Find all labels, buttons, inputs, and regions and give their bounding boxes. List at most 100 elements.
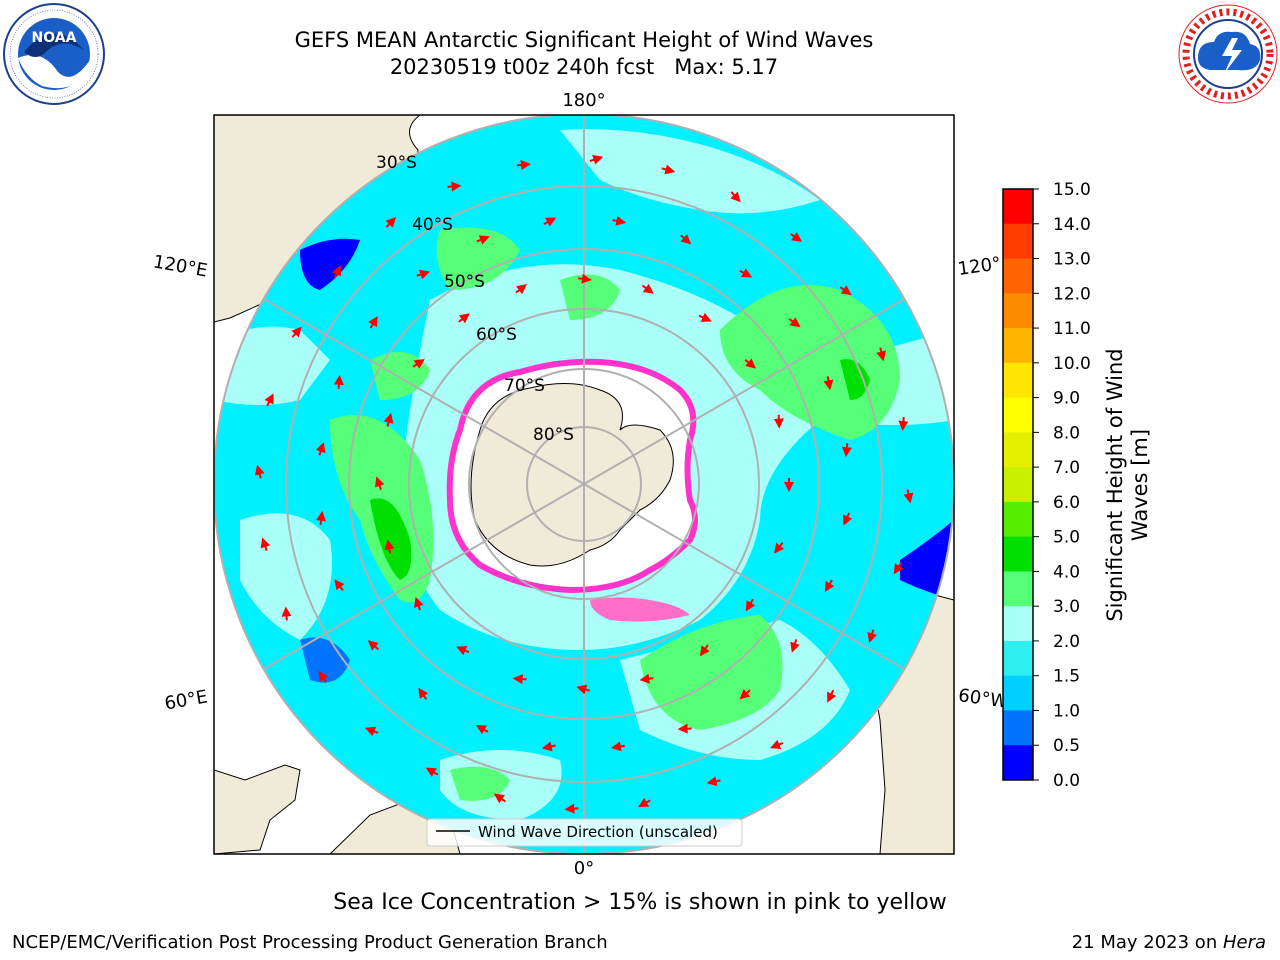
colorbar-segment [1003, 467, 1033, 503]
colorbar-segment [1003, 710, 1033, 746]
wave-direction-arrow [641, 283, 654, 294]
wave-direction-arrow [827, 689, 837, 703]
colorbar-segment [1003, 640, 1033, 677]
wave-direction-arrow [414, 596, 424, 611]
colorbar-tick-label: 11.0 [1053, 319, 1091, 339]
wave-direction-arrow [493, 793, 506, 804]
colorbar-label: Significant Height of Wind Waves [m] [1103, 348, 1152, 622]
colorbar [1002, 188, 1034, 781]
lat-label-80s: 80°S [533, 425, 574, 445]
colorbar-tick-label: 0.0 [1053, 771, 1080, 791]
colorbar-tick-label: 5.0 [1053, 528, 1080, 548]
colorbar-tick-label: 4.0 [1053, 562, 1080, 582]
wave-direction-arrow [739, 689, 751, 700]
wave-direction-arrow [334, 579, 345, 591]
colorbar-segment [1003, 745, 1033, 781]
lat-label-60s: 60°S [476, 325, 517, 345]
lat-label-40s: 40°S [412, 215, 453, 235]
wave-direction-arrow [315, 442, 326, 456]
wave-direction-arrow [612, 215, 627, 226]
wave-direction-arrow [368, 316, 378, 329]
wave-direction-arrow [637, 797, 651, 808]
sea-ice-note: Sea Ice Concentration > 15% is shown in … [333, 890, 947, 915]
wave-direction-arrow [264, 393, 274, 407]
lon-label-60e: 60°E [163, 686, 209, 714]
wave-direction-arrow [876, 347, 887, 362]
wave-direction-arrow [367, 640, 380, 651]
colorbar-tick-label: 1.0 [1053, 701, 1080, 721]
colorbar-segment [1003, 223, 1033, 260]
wave-direction-arrow [541, 741, 556, 752]
graticule [214, 115, 954, 854]
wave-direction-arrow [333, 374, 344, 389]
colorbar-segment [1003, 432, 1033, 468]
wave-direction-arrow [843, 512, 853, 526]
weddell-sea-ice [590, 597, 690, 622]
footer-branch: NCEP/EMC/Verification Post Processing Pr… [12, 932, 608, 953]
wave-direction-arrow [385, 217, 397, 228]
wave-direction-arrow [447, 181, 462, 192]
wave-direction-arrow [898, 416, 909, 431]
wave-direction-arrow [893, 561, 904, 575]
wave-direction-arrow [677, 723, 692, 734]
colorbar-tick-label: 3.0 [1053, 597, 1080, 617]
colorbar-segment [1003, 328, 1033, 364]
noaa-logo: NOAA [3, 3, 105, 105]
lon-label-60w: 60°W [957, 685, 1009, 713]
map-title: GEFS MEAN Antarctic Significant Height o… [294, 28, 874, 52]
wave-direction-arrow [903, 489, 914, 504]
wave-direction-arrow [456, 646, 470, 656]
wave-direction-arrow [770, 739, 784, 750]
map-frame [213, 114, 955, 855]
wave-direction-arrow [774, 541, 785, 554]
lon-label-180: 180° [562, 90, 605, 111]
wave-direction-arrow [543, 217, 557, 227]
wave-direction-arrow [680, 234, 692, 245]
wave-direction-arrow [823, 376, 834, 391]
wave-direction-arrow [739, 268, 753, 278]
wave-direction-arrow [744, 358, 757, 369]
colorbar-tick-label: 2.0 [1053, 632, 1080, 652]
wave-direction-arrow [416, 269, 431, 280]
wave-direction-arrow [384, 539, 395, 554]
lat-label-70s: 70°S [504, 376, 545, 396]
wave-direction-arrow [867, 629, 877, 643]
colorbar-tick-label: 1.5 [1053, 667, 1080, 687]
wave-direction-arrow [475, 725, 489, 735]
colorbar-tick-label: 9.0 [1053, 389, 1080, 409]
lon-label-120e: 120°E [151, 251, 209, 281]
wave-direction-arrow [576, 684, 591, 695]
colorbar-tick-label: 13.0 [1053, 250, 1091, 270]
colorbar-segment [1003, 293, 1033, 329]
lon-label-0: 0° [574, 858, 594, 879]
wave-direction-arrow [515, 284, 527, 295]
wave-direction-arrow [316, 510, 326, 525]
colorbar-tick-label: 10.0 [1053, 354, 1091, 374]
wave-direction-arrow [773, 414, 784, 429]
colorbar-segment [1003, 536, 1033, 572]
colorbar-ticks: 0.0 0.5 1.0 1.5 2.0 3.0 4.0 5.0 6.0 7.0 8.0 9.0 10.0… [1033, 180, 1091, 791]
wave-direction-arrow [374, 476, 385, 490]
map-legend: Wind Wave Direction (unscaled) [426, 818, 743, 847]
wave-direction-arrow [425, 767, 439, 777]
wave-direction-arrow [841, 443, 852, 458]
wave-direction-arrow [839, 285, 852, 296]
colorbar-segment [1003, 362, 1033, 399]
africa-landmass [214, 764, 301, 854]
colorbar-segment [1003, 397, 1033, 433]
footer-machine: Hera [1222, 932, 1266, 953]
wave-direction-arrow [291, 326, 302, 338]
colorbar-tick-label: 7.0 [1053, 458, 1080, 478]
wave-direction-arrow [260, 537, 271, 551]
wave-direction-arrow [383, 412, 394, 427]
wave-direction-arrow [364, 726, 379, 737]
wave-direction-arrow [661, 164, 676, 175]
colorbar-segment [1003, 189, 1033, 225]
wave-direction-arrow [788, 317, 801, 328]
colorbar-tick-label: 8.0 [1053, 423, 1080, 443]
footer-date-text: 21 May 2023 on [1071, 932, 1223, 953]
legend-label: Wind Wave Direction (unscaled) [478, 823, 718, 841]
wave-direction-arrow [254, 464, 265, 479]
wave-direction-arrow [745, 598, 756, 612]
wave-direction-arrow [730, 191, 741, 203]
